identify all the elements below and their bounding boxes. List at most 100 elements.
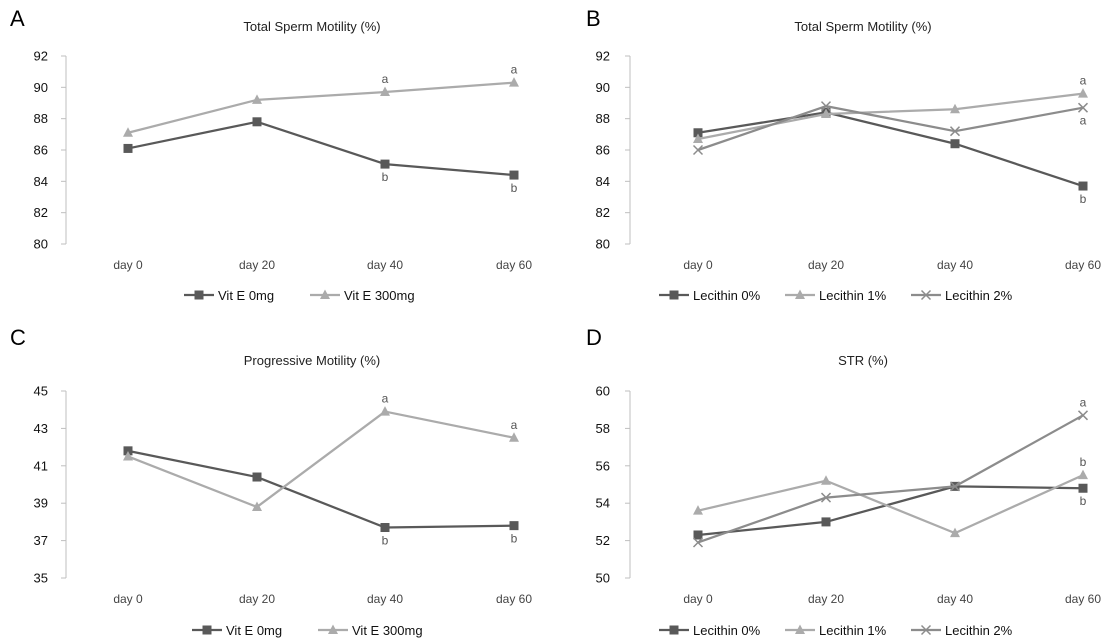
y-tick-label: 35 [34,571,48,586]
series-line [697,485,1084,537]
x-tick-label: day 40 [367,258,403,272]
x-tick-label: day 60 [1065,258,1101,272]
legend-marker [669,625,679,635]
significance-label: b [1080,455,1087,469]
legend-item: Vit E 300mg [318,623,423,638]
y-tick-label: 41 [34,458,48,473]
data-point [821,475,831,485]
significance-label: a [382,72,389,86]
series-line [127,81,515,134]
legend-item: Lecithin 0% [659,623,761,638]
marker-stroke [1077,410,1089,421]
data-point [509,170,519,180]
data-point [949,481,961,492]
y-tick-label: 92 [596,49,610,64]
legend: Vit E 0mg Vit E 300mg [192,623,423,638]
data-point [1077,102,1089,113]
data-point [820,492,832,503]
y-tick-label: 92 [34,49,48,64]
chart-title: Total Sperm Motility (%) [243,19,380,34]
legend-marker [320,289,330,299]
data-point [509,521,519,531]
data-point [380,86,390,97]
legend-item: Lecithin 1% [785,623,887,638]
data-point [950,527,960,538]
chart-a: Total Sperm Motility (%) 80 82 84 86 88 90 92 da… [34,19,533,303]
legend-label: Vit E 300mg [344,288,415,303]
data-point [1078,469,1088,480]
significance-label: b [511,532,518,546]
y-tick-label: 86 [34,143,48,158]
data-point [380,523,390,533]
data-point [1078,483,1088,493]
data-point [1077,410,1089,421]
significance-label: b [1080,494,1087,508]
marker-stroke [920,289,932,301]
legend-marker [194,290,204,300]
legend-marker [328,624,338,634]
legend-label: Vit E 0mg [226,623,282,638]
y-tick-label: 90 [34,80,48,95]
series-line [127,120,515,177]
significance-label: a [382,392,389,406]
panel-letter: D [586,325,602,350]
chart-title: Total Sperm Motility (%) [794,19,931,34]
significance-label: a [511,418,518,432]
legend-label: Lecithin 1% [819,288,887,303]
series-line [127,410,515,509]
data-point [123,143,133,153]
marker-stroke [1077,102,1089,113]
data-point [123,446,133,456]
y-tick-label: 86 [596,143,610,158]
legend-label: Lecithin 0% [693,288,761,303]
chart-title: Progressive Motility (%) [244,353,381,368]
data-point [1078,88,1088,98]
legend: Lecithin 0% Lecithin 1% Lecithin 2% [659,623,1013,638]
data-point [692,537,704,548]
data-point [252,472,262,482]
x-tick-label: day 0 [683,592,713,606]
x-tick-label: day 40 [937,592,973,606]
significance-label: a [1080,74,1087,88]
data-point [252,117,262,127]
series-line [127,449,515,529]
data-point [1078,181,1088,191]
x-tick-label: day 40 [937,258,973,272]
significance-label: b [382,170,389,184]
x-tick-label: day 60 [496,592,532,606]
data-point [950,103,960,114]
y-tick-label: 80 [596,237,610,252]
data-point [123,450,133,461]
data-point [252,94,262,104]
data-point [692,144,704,156]
legend-item: Lecithin 1% [785,288,887,303]
y-tick-label: 84 [596,174,610,189]
x-tick-label: day 0 [683,258,713,272]
significance-label: b [511,181,518,195]
y-tick-label: 52 [596,533,610,548]
panel-c: C Progressive Motility (%) 35 37 39 41 43 45 da… [0,321,558,642]
y-tick-label: 39 [34,496,48,511]
series-line [697,111,1084,188]
x-tick-label: day 20 [239,592,275,606]
legend-item: Vit E 300mg [310,288,415,303]
data-point [252,501,262,511]
data-point [693,505,703,515]
y-tick-label: 50 [596,571,610,586]
x-tick-label: day 20 [239,258,275,272]
legend: Lecithin 0% Lecithin 1% Lecithin 2% [659,288,1013,303]
data-point [380,159,390,169]
marker-stroke [820,101,832,112]
x-tick-label: day 60 [1065,592,1101,606]
legend-label: Vit E 300mg [352,623,423,638]
y-tick-label: 54 [596,496,610,511]
y-tick-label: 82 [34,205,48,220]
significance-label: b [382,534,389,548]
panel-letter: A [10,6,25,31]
marker-stroke [692,144,704,156]
chart-b: Total Sperm Motility (%) 80 82 84 86 88 90 92 da… [596,19,1102,303]
marker-stroke [949,481,961,492]
legend-marker [795,289,805,299]
data-point [123,127,133,137]
